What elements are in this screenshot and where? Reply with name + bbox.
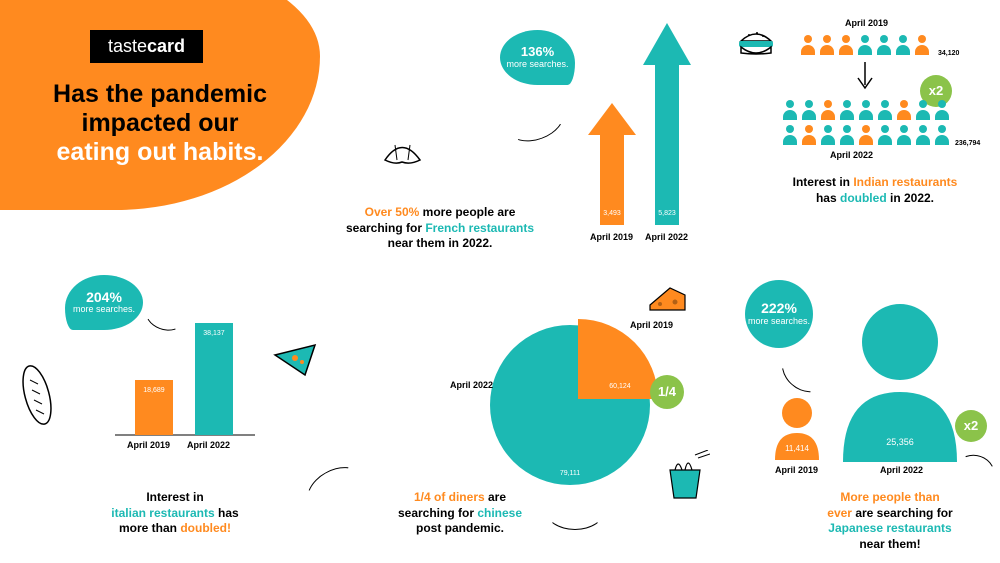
jp-p1-value: 11,414 [785,444,809,453]
sketch-arrow [773,339,837,402]
italian-bar-chart: 18,689 38,137 [95,300,265,450]
headline-line1: Has the pandemic [53,80,267,108]
headline-strong: eating out [57,138,176,166]
chinese-label-b: April 2022 [450,380,493,390]
indian-top-value: 34,120 [938,50,959,57]
logo-part2: card [147,36,185,56]
sketch-arrow [299,458,371,523]
page-title: Has the pandemic impacted our eating out… [25,80,295,166]
indian-row-2019 [800,35,930,55]
chinese-pie-chart: 60,124 79,111 [480,310,670,500]
bar1-value: 18,689 [143,387,165,394]
chinese-fraction: 1/4 [650,375,684,409]
japanese-person-large: 25,356 [835,300,965,465]
sketch-arrow [500,91,570,149]
bar2-value: 38,137 [203,330,225,337]
arrow2-value: 5,823 [658,210,676,217]
french-caption: Over 50% more people are searching for F… [340,205,540,252]
pizza-icon [270,340,325,385]
french-arrow2-label: April 2022 [645,232,688,242]
indian-top-label: April 2019 [845,18,888,28]
indian-bot-label: April 2022 [830,150,873,160]
sketch-arrow [545,490,605,530]
headline-rest: habits. [183,138,264,166]
japanese-p1-label: April 2019 [775,465,818,475]
logo-part1: taste [108,36,147,56]
croissant-icon [375,130,430,175]
french-arrow1-label: April 2019 [590,232,633,242]
jp-p2-value: 25,356 [886,437,914,447]
japanese-caption: More people than ever are searching for … [800,490,980,552]
indian-row-2022-b [782,125,950,145]
cheese-icon [645,280,690,320]
japanese-txt: more searches. [748,317,810,327]
indian-bot-value: 236,794 [955,140,980,147]
french-bubble-txt: more searches. [506,60,568,70]
indian-caption: Interest in Indian restaurants has doubl… [780,175,970,206]
bread-icon [10,360,65,430]
pie-b-value: 79,111 [560,470,580,477]
italian-bar1-label: April 2019 [127,440,170,450]
chinese-label-a: April 2019 [630,320,673,330]
japanese-p2-label: April 2022 [880,465,923,475]
headline-line2: impacted our [82,109,239,137]
indian-row-2022-a [782,100,950,120]
french-bubble-pct: 136% [521,45,554,59]
noodle-box-icon [660,450,710,505]
japanese-pct: 222% [761,301,797,316]
japanese-person-small: 11,414 [770,395,825,465]
italian-bar2-label: April 2022 [187,440,230,450]
french-bubble: 136% more searches. [500,30,575,85]
french-arrow-chart: 3,493 5,823 [580,15,730,240]
arrow1-value: 3,493 [603,210,621,217]
italian-caption: Interest in italian restaurants has more… [90,490,260,537]
chinese-caption: 1/4 of diners are searching for chinese … [375,490,545,537]
japanese-bubble: 222% more searches. [745,280,813,348]
pie-a-value: 60,124 [609,383,631,390]
down-arrow-icon [850,60,880,95]
burger-icon [735,25,777,63]
japanese-multiplier: x2 [955,410,987,442]
brand-logo: tastecard [90,30,203,63]
